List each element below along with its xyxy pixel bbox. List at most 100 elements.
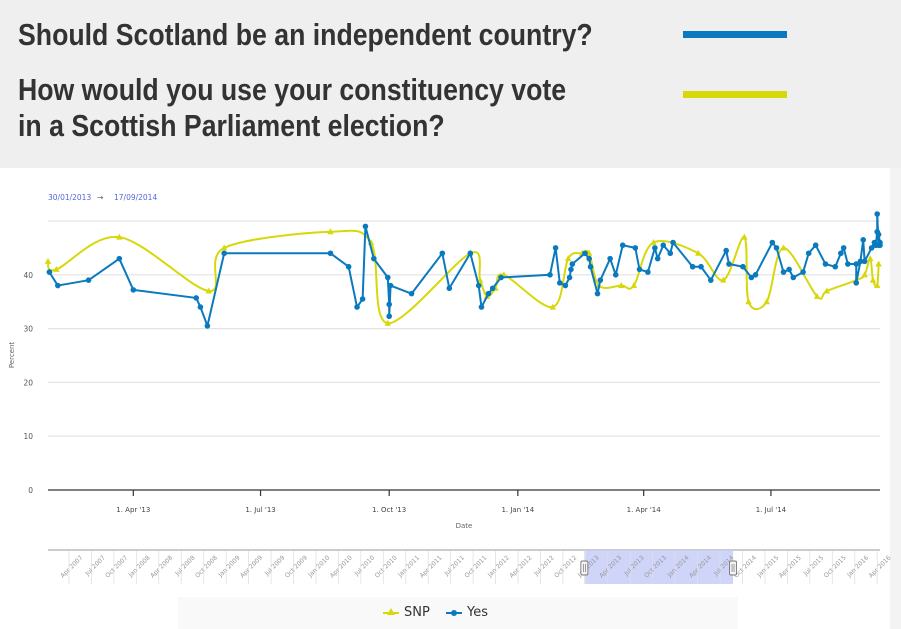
series-yes — [46, 211, 883, 329]
data-point-yes — [708, 277, 714, 283]
data-point-yes — [607, 255, 613, 262]
data-point-yes — [786, 266, 792, 273]
y-tick-label: 0 — [28, 486, 33, 495]
data-point-snp — [874, 282, 881, 289]
data-point-snp — [763, 298, 770, 305]
data-point-yes — [853, 280, 860, 286]
data-point-snp — [116, 233, 123, 240]
data-point-yes — [439, 250, 446, 257]
data-point-snp — [741, 233, 748, 240]
navigator-label: Oct 2011 — [463, 554, 488, 579]
navigator-label: Apr 2010 — [329, 554, 354, 579]
data-point-yes — [780, 269, 787, 275]
data-point-yes — [552, 245, 559, 251]
yes-color-swatch — [683, 31, 787, 38]
data-point-snp — [813, 292, 821, 299]
navigator-label: Apr 2012 — [508, 554, 533, 579]
data-point-yes — [489, 285, 496, 292]
data-point-yes — [838, 250, 844, 257]
data-point-yes — [748, 274, 755, 281]
data-point-snp — [861, 271, 868, 278]
x-tick-label: 1. Jul '14 — [756, 506, 787, 514]
navigator-label: Oct 2012 — [553, 554, 578, 579]
data-point-yes — [612, 272, 619, 278]
range-to-label[interactable]: 17/09/2014 — [114, 193, 157, 202]
data-point-yes — [868, 245, 875, 251]
data-point-snp — [618, 282, 625, 289]
data-point-snp — [875, 260, 882, 267]
data-point-yes — [832, 263, 839, 270]
navigator-label: Jan 2010 — [306, 554, 331, 579]
data-point-yes — [769, 239, 776, 246]
navigator-label: Jan 2015 — [755, 554, 780, 579]
data-point-yes — [752, 272, 759, 278]
data-point-snp — [823, 287, 831, 294]
data-point-yes — [562, 282, 569, 289]
navigator-handle-left[interactable] — [580, 560, 589, 576]
x-axis: 1. Apr '13 1. Jul '13 1. Oct '13 1. Jan '14… — [48, 489, 880, 514]
data-point-snp — [205, 287, 213, 294]
data-point-yes — [619, 242, 626, 249]
data-point-yes — [773, 245, 780, 251]
question-snp-title: How would you use your constituency vote… — [18, 72, 566, 144]
range-from-label[interactable]: 30/01/2013 — [48, 193, 91, 202]
data-point-yes — [861, 258, 868, 265]
x-tick-label: 1. Jul '13 — [245, 506, 275, 514]
data-point-yes — [197, 304, 204, 310]
x-tick-label: 1. Jan '14 — [501, 506, 534, 514]
navigator-selection — [584, 550, 734, 584]
data-point-yes — [845, 261, 851, 267]
navigator-label: Jan 2016 — [845, 554, 870, 579]
data-point-yes — [853, 261, 860, 267]
data-point-yes — [597, 277, 604, 283]
data-point-snp — [220, 244, 228, 251]
data-point-snp — [745, 298, 752, 305]
data-point-yes — [46, 269, 53, 275]
data-point-yes — [800, 269, 806, 275]
data-point-yes — [354, 304, 360, 310]
navigator-label: Apr 2007 — [59, 554, 84, 579]
y-tick-label: 10 — [23, 432, 33, 441]
data-point-yes — [698, 263, 704, 270]
navigator-handle-right[interactable] — [729, 560, 737, 576]
data-point-yes — [475, 282, 482, 289]
data-point-yes — [654, 255, 661, 262]
series-group — [44, 211, 883, 329]
legend-item-snp[interactable]: SNP — [383, 605, 430, 620]
data-point-yes — [586, 255, 592, 262]
data-point-yes — [371, 255, 377, 262]
x-tick-label: 1. Apr '14 — [627, 506, 662, 514]
navigator-label: Apr 2011 — [419, 554, 444, 579]
right-margin — [890, 168, 901, 629]
y-axis-title: Percent — [8, 342, 16, 369]
data-point-yes — [689, 263, 696, 270]
data-point-snp — [780, 244, 787, 251]
navigator-label: Jan 2009 — [217, 554, 242, 579]
data-point-yes — [670, 239, 676, 246]
header-panel: Should Scotland be an independent countr… — [0, 0, 901, 168]
data-point-yes — [840, 245, 847, 251]
snp-color-swatch — [683, 91, 787, 98]
y-tick-label: 20 — [23, 378, 33, 387]
data-point-yes — [362, 223, 369, 230]
y-tick-label: 30 — [23, 325, 33, 334]
data-point-yes — [193, 295, 200, 301]
data-point-yes — [569, 261, 576, 267]
triangle-marker-icon — [387, 607, 395, 615]
data-point-yes — [726, 261, 732, 267]
data-point-yes — [478, 304, 485, 310]
navigator-label: Oct 2015 — [823, 554, 848, 579]
data-point-yes — [875, 231, 882, 238]
navigator-label: Apr 2015 — [778, 554, 803, 579]
navigator-label: Apr 2009 — [239, 554, 264, 579]
legend-item-yes[interactable]: Yes — [446, 605, 488, 620]
data-point-yes — [221, 250, 227, 257]
navigator-label: Apr 2008 — [149, 554, 174, 579]
data-point-yes — [387, 282, 394, 289]
data-point-snp — [549, 303, 556, 310]
question-snp-line2: in a Scottish Parliament election? — [18, 108, 445, 143]
data-point-yes — [386, 301, 392, 308]
data-point-yes — [723, 247, 729, 254]
data-point-yes — [652, 245, 658, 251]
